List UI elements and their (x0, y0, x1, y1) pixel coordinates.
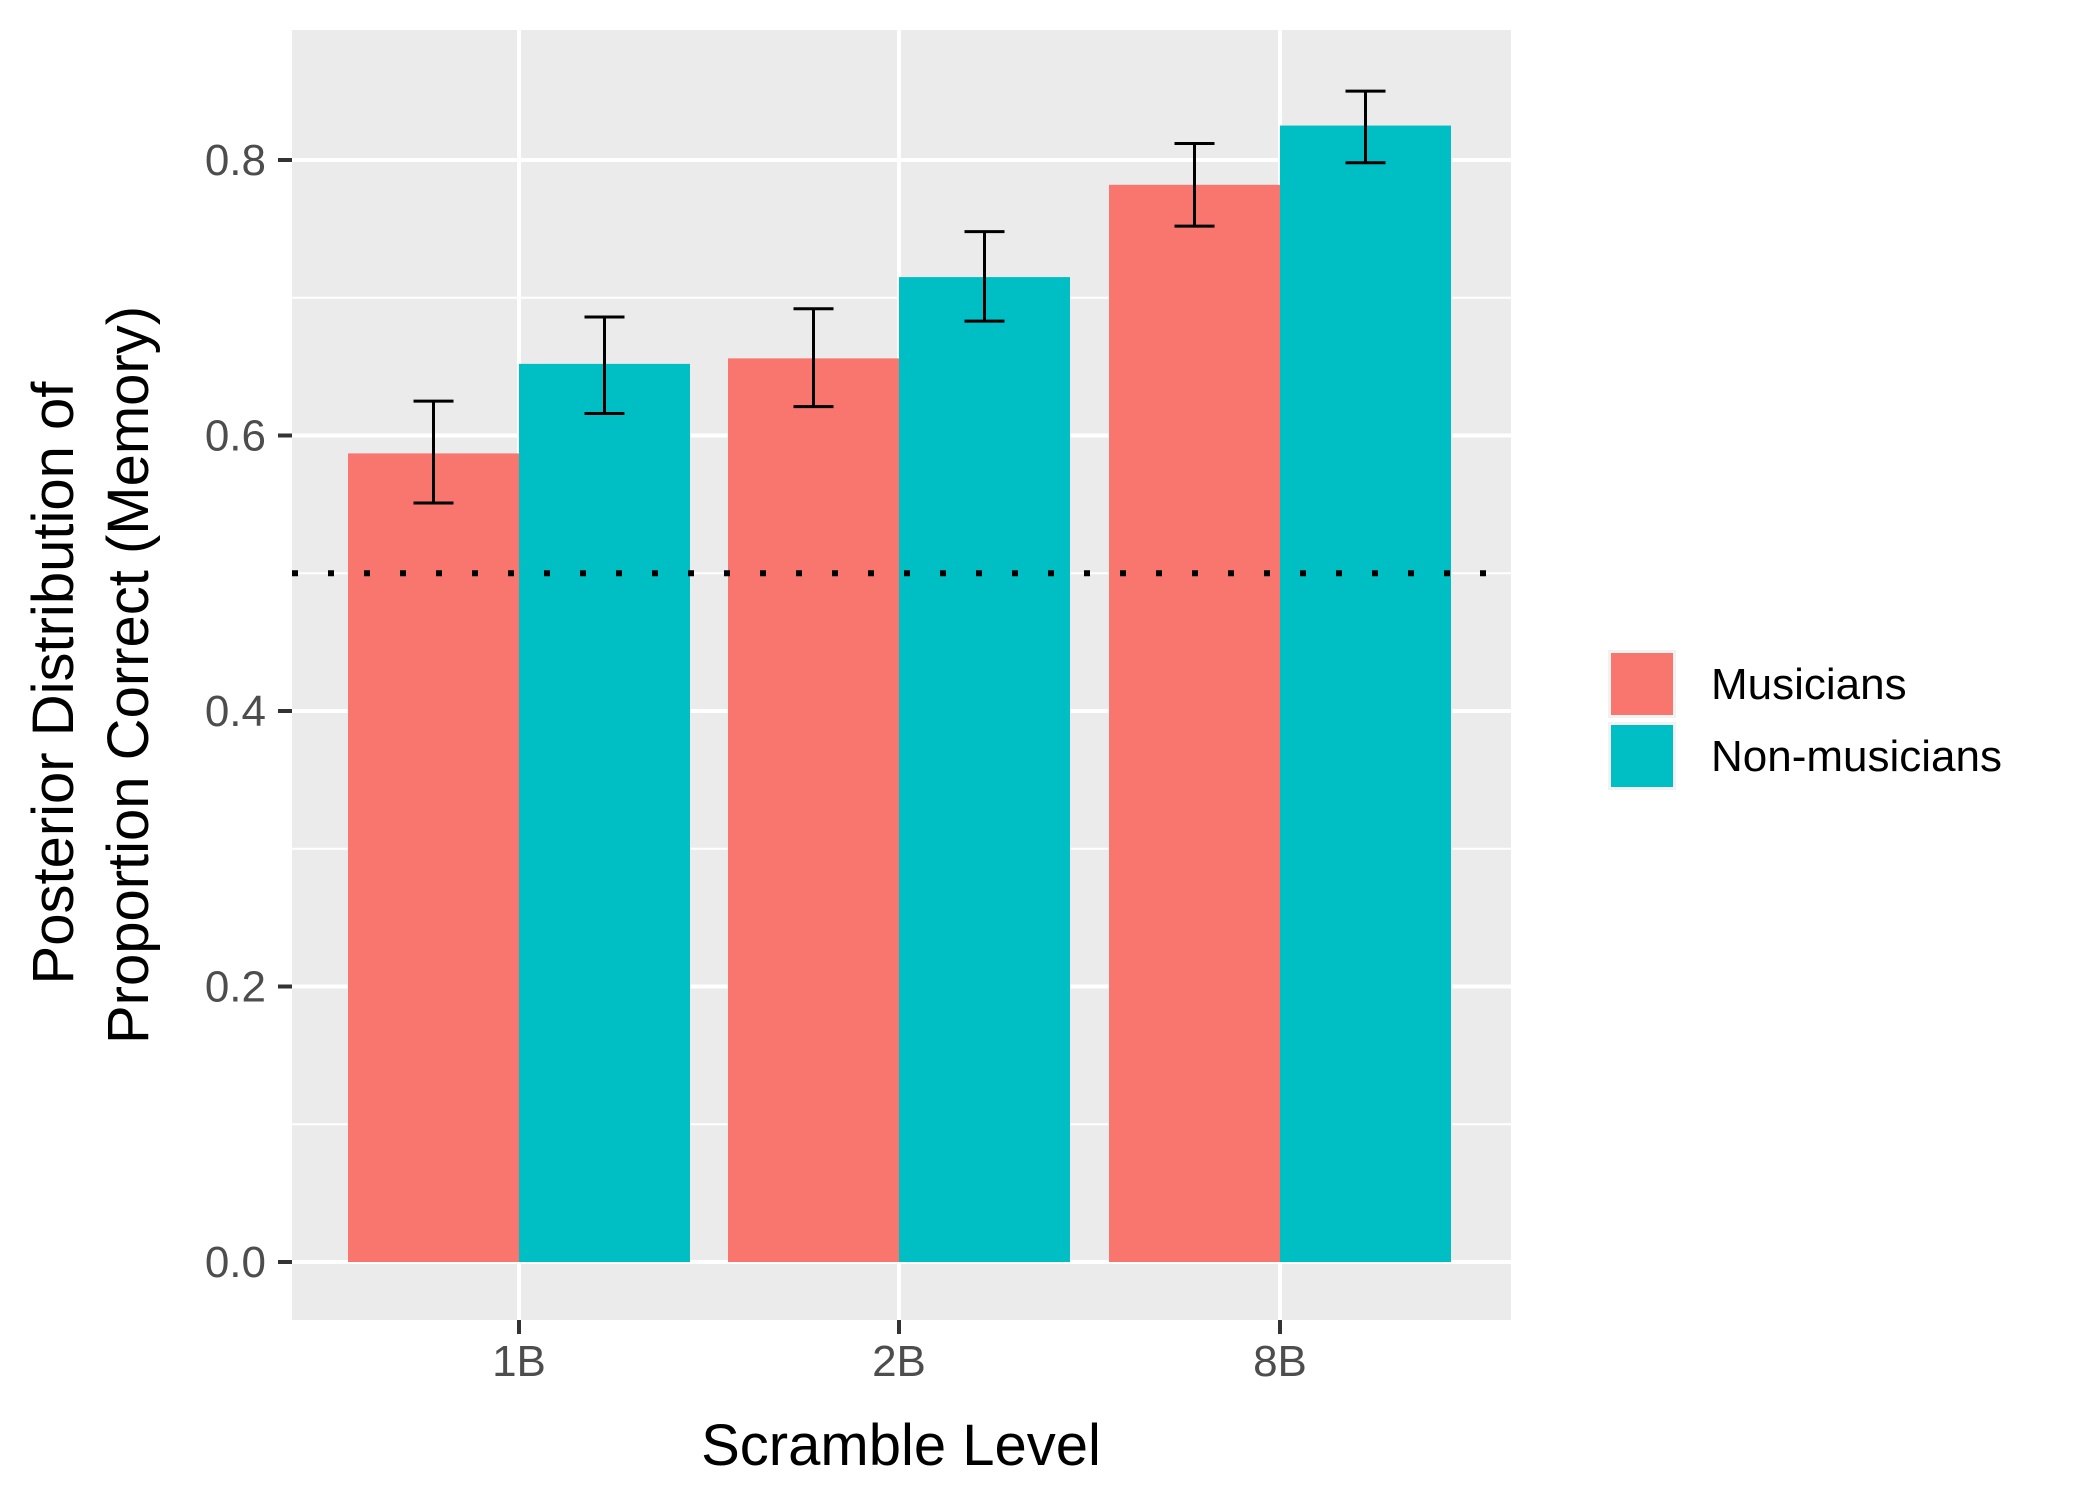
bar-musicians-8b (1109, 184, 1280, 1262)
y-tick-label: 0.4 (205, 687, 266, 736)
bar-musicians-2b (728, 358, 899, 1262)
legend-key-swatch (1611, 725, 1673, 787)
legend-label: Musicians (1711, 660, 1907, 709)
y-axis-title-line-1: Posterior Distribution of (21, 381, 86, 985)
legend-key-swatch (1611, 653, 1673, 715)
bar-non-musicians-2b (899, 277, 1070, 1262)
x-tick-label: 2B (872, 1337, 926, 1386)
x-tick-label: 8B (1253, 1337, 1307, 1386)
bar-non-musicians-8b (1280, 125, 1451, 1262)
bars-group (348, 125, 1451, 1263)
y-tick-label: 0.0 (205, 1238, 266, 1287)
x-axis: 1B 2B 8B (492, 1320, 1307, 1386)
bar-non-musicians-1b (519, 363, 690, 1262)
y-tick-label: 0.6 (205, 412, 266, 461)
y-axis: 0.0 0.2 0.4 0.6 0.8 (205, 136, 292, 1287)
bar-musicians-1b (348, 453, 519, 1263)
y-axis-title: Posterior Distribution of Proportion Cor… (21, 306, 161, 1044)
y-tick-label: 0.8 (205, 136, 266, 185)
error-bars-group (413, 89, 1386, 505)
x-axis-title: Scramble Level (701, 1413, 1101, 1478)
legend-label: Non-musicians (1711, 732, 2002, 781)
legend: Musicians Non-musicians (1608, 650, 2002, 790)
x-tick-label: 1B (492, 1337, 546, 1386)
y-axis-title-line-2: Proportion Correct (Memory) (96, 306, 161, 1044)
y-tick-label: 0.2 (205, 963, 266, 1012)
